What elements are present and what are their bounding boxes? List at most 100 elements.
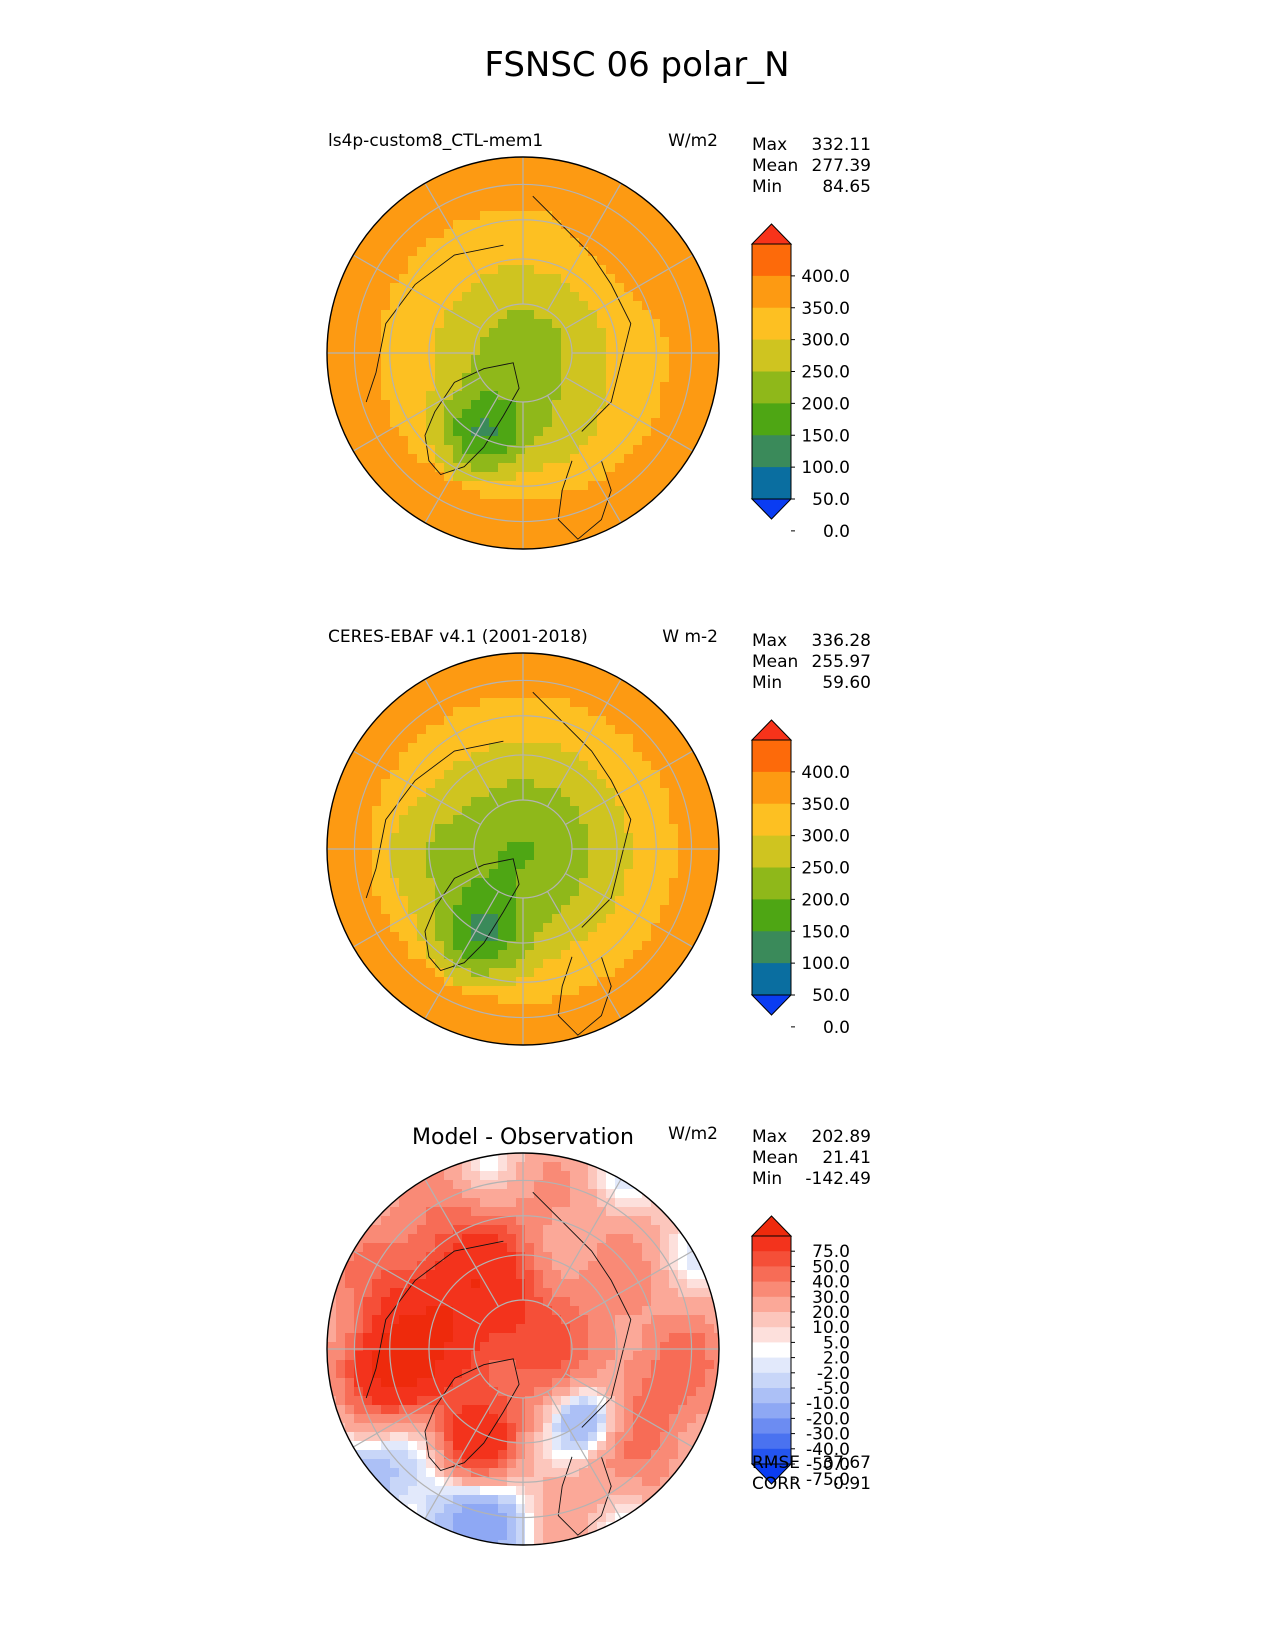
map-cell <box>480 1153 490 1163</box>
map-cell <box>624 472 634 482</box>
map-cell <box>480 472 490 482</box>
map-cell <box>534 1288 544 1298</box>
meridian-line <box>546 165 632 311</box>
map-cell <box>660 941 670 951</box>
map-cell <box>669 454 679 464</box>
map-cell <box>660 220 670 230</box>
map-cell <box>489 1369 499 1379</box>
map-cell <box>687 409 697 419</box>
map-cell <box>444 445 454 455</box>
map-cell <box>462 1180 472 1190</box>
map-cell <box>390 418 400 428</box>
map-cell <box>561 986 571 996</box>
meridian-line <box>565 376 711 462</box>
map-cell <box>435 680 445 690</box>
map-cell <box>435 1450 445 1460</box>
map-cell <box>642 1315 652 1325</box>
map-cell <box>417 1270 427 1280</box>
map-cell <box>696 770 706 780</box>
map-cell <box>588 1423 598 1433</box>
map-cell <box>372 905 382 915</box>
map-cell <box>660 869 670 879</box>
map-cell <box>381 941 391 951</box>
map-cell <box>615 526 625 536</box>
map-cell <box>579 463 589 473</box>
map-cell <box>597 1031 607 1041</box>
map-cell <box>543 292 553 302</box>
map-cell <box>543 436 553 446</box>
map-cell <box>597 1459 607 1469</box>
map-cell <box>606 1022 616 1032</box>
map-cell <box>525 833 535 843</box>
map-cell <box>642 202 652 212</box>
map-cell <box>525 1522 535 1532</box>
map-cell <box>579 202 589 212</box>
map-cell <box>471 166 481 176</box>
map-cell <box>696 941 706 951</box>
map-cell <box>372 977 382 987</box>
map-cell <box>435 355 445 365</box>
map-cell <box>507 454 517 464</box>
map-cell <box>561 1414 571 1424</box>
map-cell <box>588 292 598 302</box>
map-cell <box>498 1423 508 1433</box>
map-cell <box>678 1324 688 1334</box>
map-cell <box>417 743 427 753</box>
map-cell <box>543 860 553 870</box>
map-cell <box>390 346 400 356</box>
map-cell <box>651 409 661 419</box>
map-cell <box>669 860 679 870</box>
map-cell <box>462 1522 472 1532</box>
map-cell <box>615 427 625 437</box>
map-cell <box>444 860 454 870</box>
map-cell <box>561 1441 571 1451</box>
map-cell <box>444 1396 454 1406</box>
map-cell <box>588 409 598 419</box>
map-cell <box>435 1468 445 1478</box>
map-cell <box>489 1477 499 1487</box>
map-cell <box>615 1324 625 1334</box>
map-cell <box>534 274 544 284</box>
map-cell <box>660 454 670 464</box>
map-cell <box>480 211 490 221</box>
map-boundary <box>326 156 720 550</box>
map-cell <box>516 959 526 969</box>
map-cell <box>615 472 625 482</box>
map-cell <box>669 1441 679 1451</box>
map-cell <box>552 680 562 690</box>
map-cell <box>696 1279 706 1289</box>
map-cell <box>489 1234 499 1244</box>
map-cell <box>444 1189 454 1199</box>
map-cell <box>444 950 454 960</box>
map-cell <box>552 1405 562 1415</box>
map-cell <box>453 346 463 356</box>
map-cell <box>552 400 562 410</box>
map-cell <box>399 1432 409 1442</box>
map-cell <box>570 662 580 672</box>
map-cell <box>444 797 454 807</box>
map-cell <box>363 1315 373 1325</box>
map-cell <box>471 391 481 401</box>
map-cell <box>660 932 670 942</box>
map-cell <box>498 1396 508 1406</box>
map-cell <box>678 1279 688 1289</box>
map-cell <box>498 1369 508 1379</box>
map-cell <box>408 454 418 464</box>
map-cell <box>570 1351 580 1361</box>
map-cell <box>345 274 355 284</box>
map-cell <box>570 436 580 446</box>
map-cell <box>597 346 607 356</box>
map-cell <box>444 274 454 284</box>
map-cell <box>417 283 427 293</box>
map-cell <box>543 1270 553 1280</box>
map-cell <box>372 815 382 825</box>
map-cell <box>426 427 436 437</box>
map-cell <box>498 977 508 987</box>
map-cell <box>534 851 544 861</box>
map-cell <box>435 1531 445 1541</box>
map-cell <box>516 346 526 356</box>
map-cell <box>453 1351 463 1361</box>
colorbar-tick-label: 150.0 <box>801 426 850 446</box>
map-cell <box>669 472 679 482</box>
map-cell <box>588 265 598 275</box>
